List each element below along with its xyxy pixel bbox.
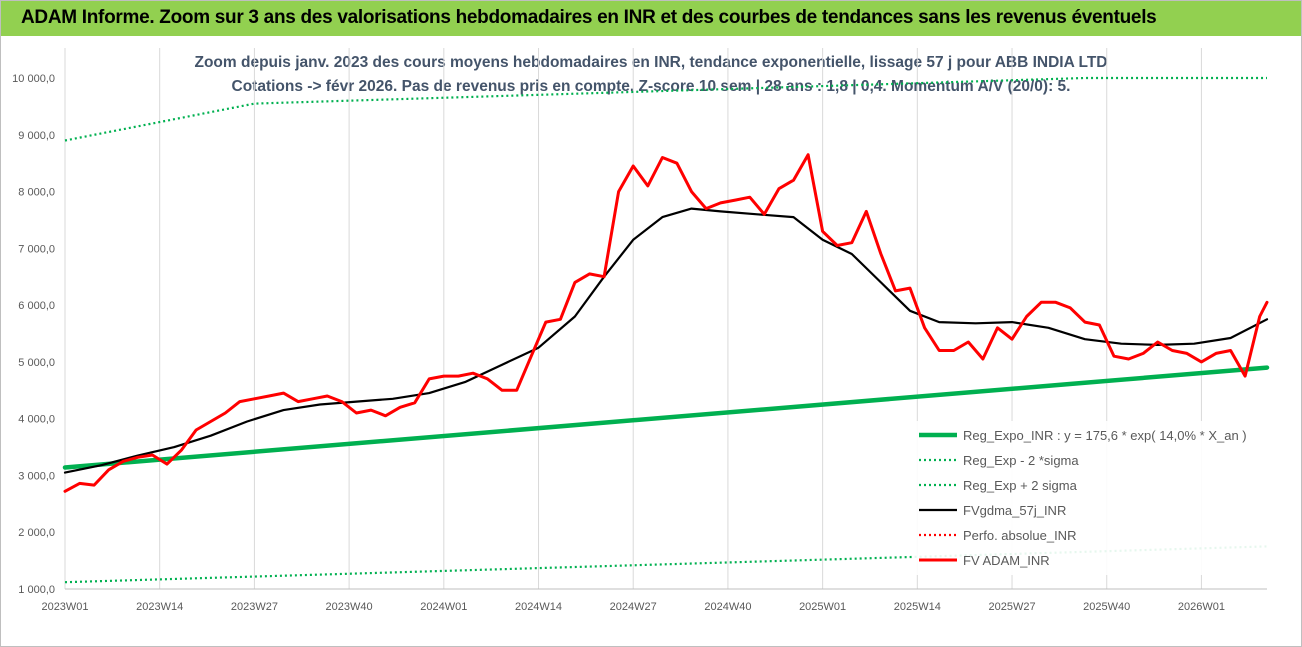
x-tick-label: 2023W14 — [136, 601, 183, 613]
legend-label: Reg_Exp - 2 *sigma — [963, 453, 1079, 468]
report-title: ADAM Informe. Zoom sur 3 ans des valoris… — [21, 7, 1157, 28]
series-line-1 — [64, 545, 1268, 584]
x-tick-label: 2023W01 — [41, 601, 88, 613]
legend: Reg_Expo_INR : y = 175,6 * exp( 14,0% * … — [913, 421, 1269, 575]
axes: 2023W01 2023W14 2023W27 2023W40 2024W01 2024W… — [12, 73, 1267, 613]
gridlines — [64, 48, 1202, 589]
y-tick-label: 4 000,0 — [18, 414, 55, 426]
y-tick-label: 6 000,0 — [18, 300, 55, 312]
x-tick-label: 2025W40 — [1083, 601, 1130, 613]
y-tick-label: 8 000,0 — [18, 187, 55, 199]
x-tick-label: 2024W27 — [610, 601, 657, 613]
series — [62, 76, 1270, 584]
y-tick-label: 9 000,0 — [18, 130, 55, 142]
y-tick-label: 7 000,0 — [18, 243, 55, 255]
report-banner: ADAM Informe. Zoom sur 3 ans des valoris… — [1, 1, 1301, 36]
x-tick-label: 2024W14 — [515, 601, 562, 613]
x-tick-label: 2025W27 — [988, 601, 1035, 613]
x-tick-label: 2024W01 — [420, 601, 467, 613]
legend-label: Reg_Exp + 2 sigma — [963, 478, 1078, 493]
y-tick-label: 2 000,0 — [18, 527, 55, 539]
legend-label: Perfo. absolue_INR — [963, 528, 1076, 543]
legend-label: FVgdma_57j_INR — [963, 503, 1066, 518]
x-tick-label: 2026W01 — [1178, 601, 1225, 613]
legend-label: Reg_Expo_INR : y = 175,6 * exp( 14,0% * … — [963, 428, 1247, 443]
chart-title-block: Zoom depuis janv. 2023 des cours moyens … — [1, 51, 1301, 99]
y-tick-label: 1 000,0 — [18, 584, 55, 596]
legend-box — [913, 421, 1269, 575]
chart-title: Zoom depuis janv. 2023 des cours moyens … — [194, 54, 1108, 71]
series-line-5 — [63, 153, 1269, 493]
series-line-2 — [64, 76, 1267, 142]
x-tick-label: 2024W40 — [704, 601, 751, 613]
series-line-3 — [63, 207, 1269, 474]
x-tick-label: 2025W01 — [799, 601, 846, 613]
chart-subtitle: Cotations -> févr 2026. Pas de revenus p… — [231, 78, 1071, 95]
x-tick-label: 2023W40 — [326, 601, 373, 613]
series-line-0 — [62, 365, 1270, 470]
y-tick-label: 3 000,0 — [18, 470, 55, 482]
legend-label: FV ADAM_INR — [963, 553, 1050, 568]
x-tick-label: 2023W27 — [231, 601, 278, 613]
y-tick-label: 10 000,0 — [12, 73, 55, 85]
y-tick-label: 5 000,0 — [18, 357, 55, 369]
x-tick-label: 2025W14 — [894, 601, 941, 613]
